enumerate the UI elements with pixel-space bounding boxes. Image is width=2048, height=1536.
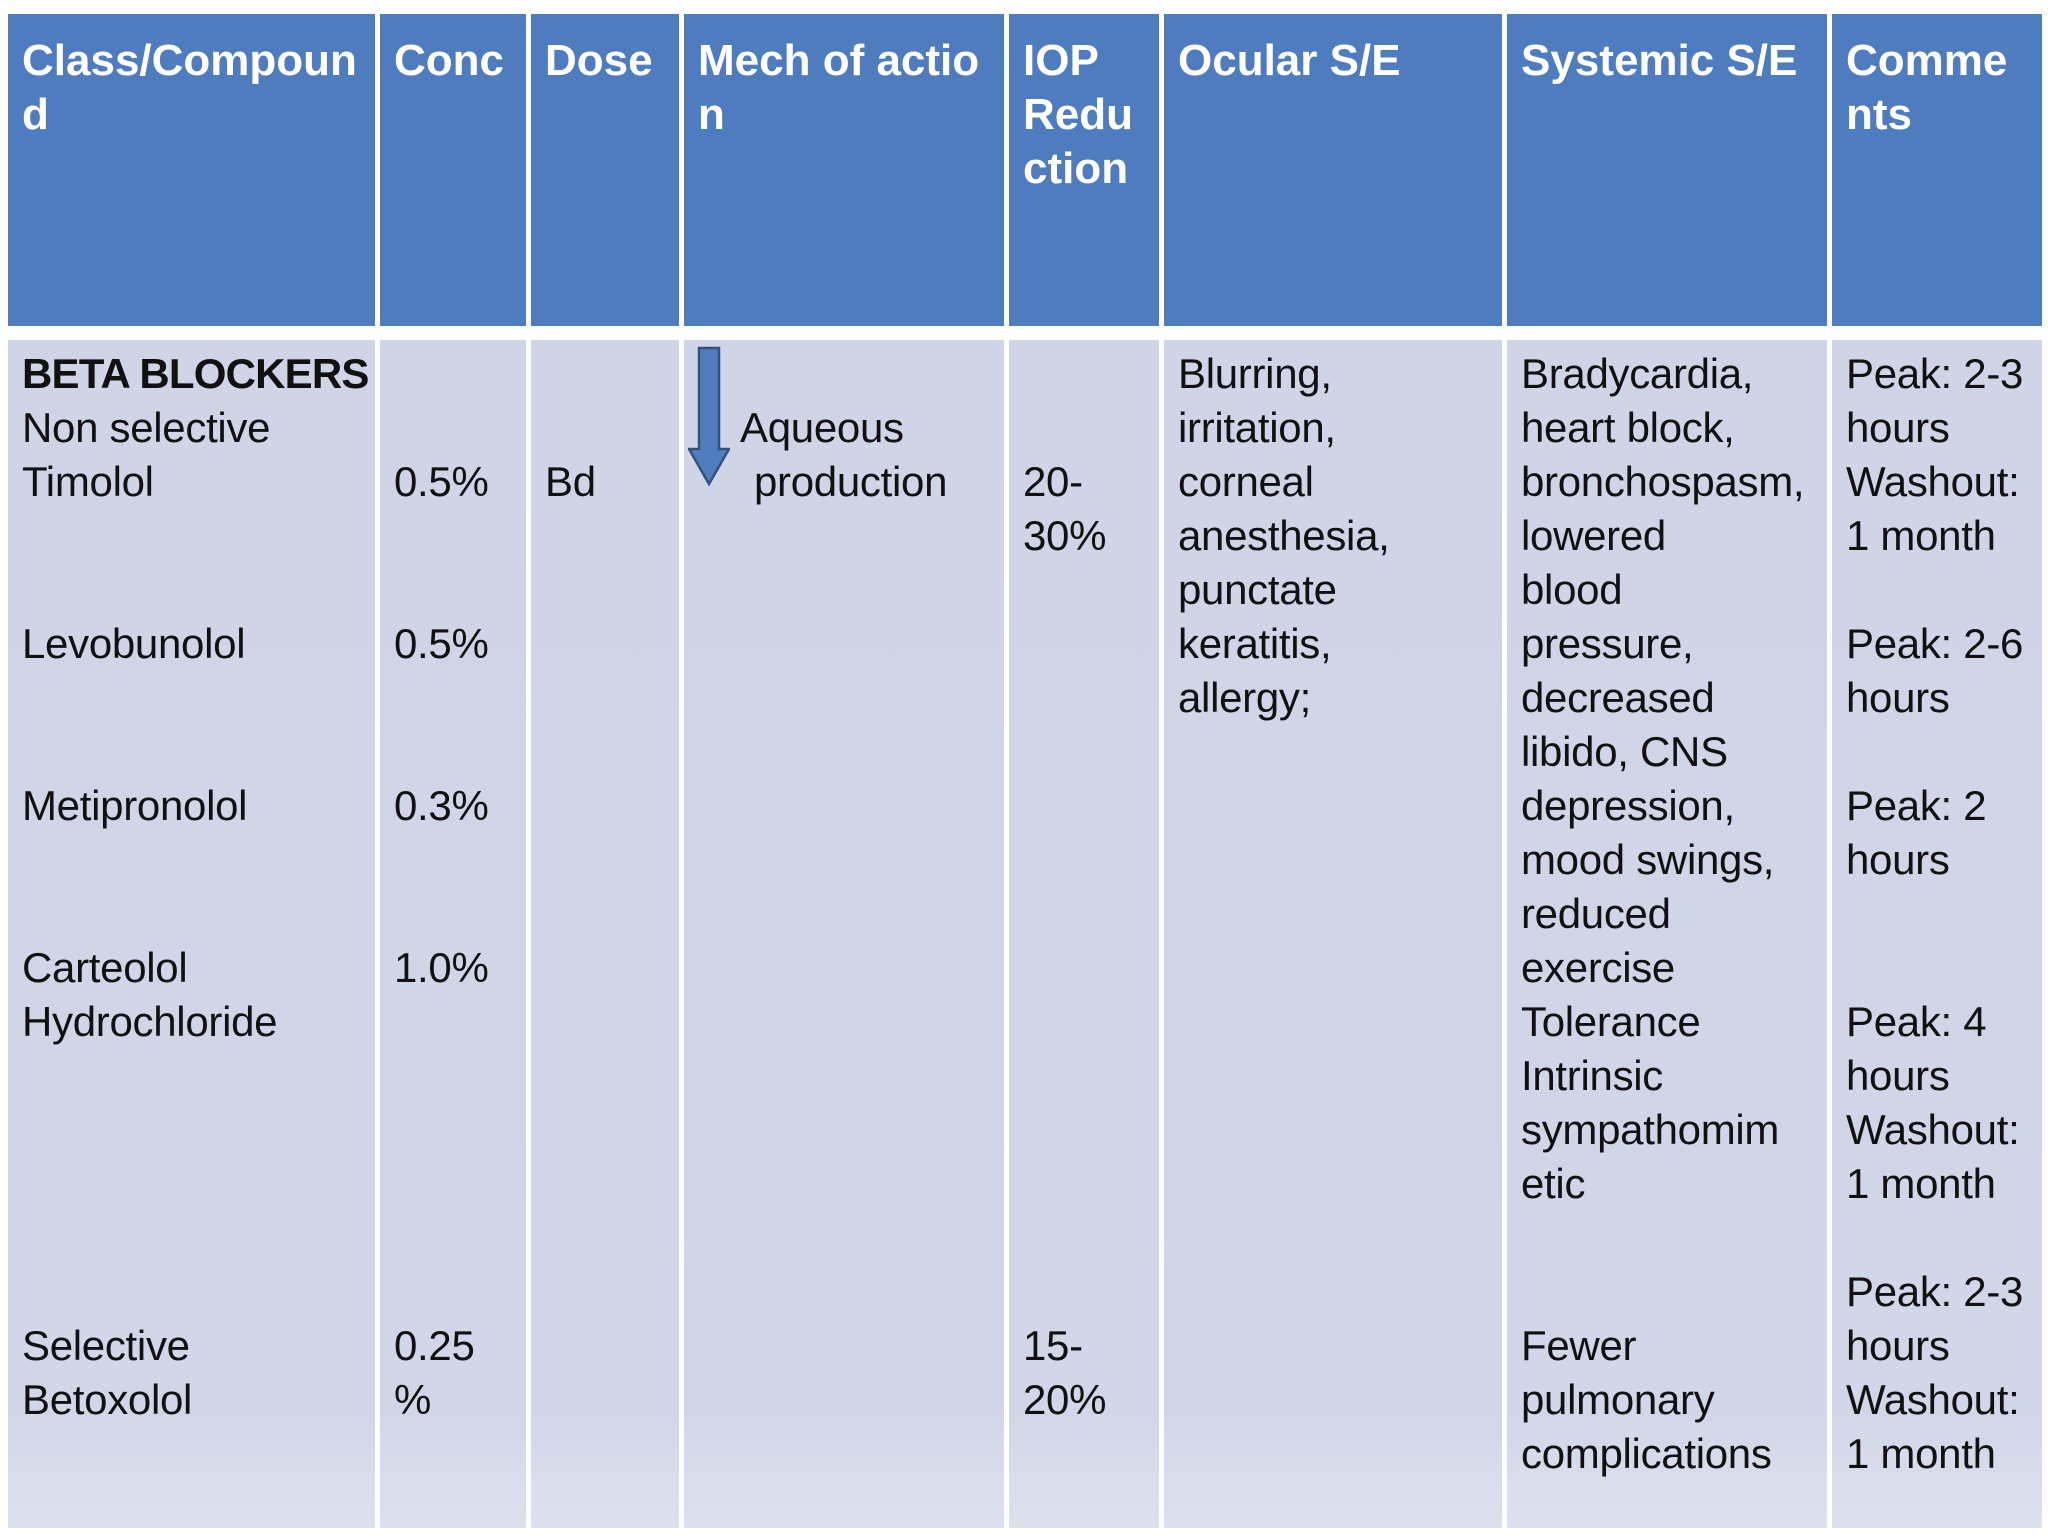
- cell-text-comments-line-9: Peak: 2: [1846, 782, 1987, 829]
- cell-text-conc-line-12: 1.0%: [394, 944, 489, 991]
- cell-text-comments-line-7: hours: [1846, 674, 1950, 721]
- cell-text-systemic-line-2: heart block,: [1521, 404, 1735, 451]
- column-header-label: Systemic S/E: [1521, 36, 1798, 85]
- column-cells-conc: 0.5% 0.5% 0.3% 1.0% 0.25%: [380, 340, 526, 1528]
- cell-text-ocular-line-1: Blurring,: [1178, 350, 1332, 397]
- cell-text-comments-line-19: hours: [1846, 1322, 1950, 1369]
- cell-text-conc-line-3: 0.5%: [394, 458, 489, 505]
- cell-text-comments-line-13: Peak: 4: [1846, 998, 1987, 1045]
- cell-text-comments-line-3: Washout:: [1846, 458, 2020, 505]
- cell-text-class_compound-line-2: Non selective: [22, 404, 271, 451]
- column-header-class_compound: Class/Compound: [8, 14, 375, 326]
- column-header-dose: Dose: [531, 14, 679, 326]
- cell-text-systemic-line-5: blood: [1521, 566, 1623, 613]
- cell-text-ocular-line-4: anesthesia,: [1178, 512, 1390, 559]
- cell-text-systemic-line-7: decreased: [1521, 674, 1715, 721]
- column-cells-dose: Bd: [531, 340, 679, 1528]
- column-header-label: Conc: [394, 36, 504, 85]
- cell-text-comments-line-2: hours: [1846, 404, 1950, 451]
- column-header-comments: Comments: [1832, 14, 2042, 326]
- column-cells-systemic: Bradycardia, heart block, bronchospasm, low…: [1507, 340, 1827, 1528]
- column-cells-iop: 20- 30% 15- 20%: [1009, 340, 1159, 1528]
- cell-text-iop-line-20: 20%: [1023, 1376, 1107, 1423]
- cell-text-conc-line-19: 0.25: [394, 1322, 475, 1369]
- column-header-iop: IOP Reduction: [1009, 14, 1159, 326]
- column-cells-class_compound: BETA BLOCKERS Non selective Timolol Levobun…: [8, 340, 375, 1528]
- cell-text-comments-line-10: hours: [1846, 836, 1950, 883]
- cell-text-comments-line-1: Peak: 2-3: [1846, 350, 2024, 397]
- column-cells-comments: Peak: 2-3 hours Washout: 1 month Peak: 2-6 ho…: [1832, 340, 2042, 1528]
- cell-text-ocular-line-2: irritation,: [1178, 404, 1336, 451]
- cell-text-comments-line-14: hours: [1846, 1052, 1950, 1099]
- decrease-down-arrow-icon: [686, 346, 732, 487]
- cell-text-class_compound-line-19: Selective: [22, 1322, 190, 1369]
- cell-text-conc-line-20: %: [394, 1376, 432, 1423]
- cell-text-systemic-line-4: lowered: [1521, 512, 1666, 559]
- column-header-label: Mech of action: [698, 36, 980, 139]
- cell-text-iop-line-4: 30%: [1023, 512, 1107, 559]
- column-header-ocular: Ocular S/E: [1164, 14, 1502, 326]
- cell-text-systemic-line-9: depression,: [1521, 782, 1735, 829]
- column-header-label: IOP Reduction: [1023, 36, 1133, 193]
- cell-text-comments-line-6: Peak: 2-6: [1846, 620, 2024, 667]
- cell-text-comments-line-21: 1 month: [1846, 1430, 1996, 1477]
- cell-text-comments-line-18: Peak: 2-3: [1846, 1268, 2024, 1315]
- cell-text-class_compound-line-9: Metipronolol: [22, 782, 248, 829]
- cell-text-systemic-line-14: Intrinsic: [1521, 1052, 1664, 1099]
- cell-text-systemic-line-21: complications: [1521, 1430, 1772, 1477]
- cell-text-comments-line-4: 1 month: [1846, 512, 1996, 559]
- cell-text-systemic-line-15: sympathomim: [1521, 1106, 1780, 1153]
- cell-text-systemic-line-11: reduced: [1521, 890, 1671, 937]
- cell-text-systemic-line-19: Fewer: [1521, 1322, 1637, 1369]
- cell-text-systemic-line-20: pulmonary: [1521, 1376, 1715, 1423]
- cell-text-systemic-line-6: pressure,: [1521, 620, 1694, 667]
- cell-text-comments-line-20: Washout:: [1846, 1376, 2020, 1423]
- cell-text-class_compound-line-13: Hydrochloride: [22, 998, 278, 1045]
- column-header-label: Class/Compound: [22, 36, 357, 139]
- cell-text-iop-line-3: 20-: [1023, 458, 1083, 505]
- cell-text-comments-line-16: 1 month: [1846, 1160, 1996, 1207]
- cell-text-mech-line-2: Aqueous: [740, 404, 904, 451]
- cell-text-comments-line-15: Washout:: [1846, 1106, 2020, 1153]
- cell-text-systemic-line-16: etic: [1521, 1160, 1586, 1207]
- cell-text-class_compound-line-12: Carteolol: [22, 944, 188, 991]
- cell-text-systemic-line-13: Tolerance: [1521, 998, 1701, 1045]
- column-header-mech: Mech of action: [684, 14, 1004, 326]
- column-header-label: Dose: [545, 36, 653, 85]
- cell-text-iop-line-19: 15-: [1023, 1322, 1083, 1369]
- column-header-label: Comments: [1846, 36, 2008, 139]
- cell-text-conc-line-9: 0.3%: [394, 782, 489, 829]
- column-header-conc: Conc: [380, 14, 526, 326]
- cell-text-ocular-line-7: allergy;: [1178, 674, 1311, 721]
- cell-text-systemic-line-8: libido, CNS: [1521, 728, 1728, 775]
- cell-text-systemic-line-10: mood swings,: [1521, 836, 1775, 883]
- cell-text-ocular-line-3: corneal: [1178, 458, 1314, 505]
- cell-text-conc-line-6: 0.5%: [394, 620, 489, 667]
- column-cells-ocular: Blurring, irritation, corneal anesthesia, pu…: [1164, 340, 1502, 1528]
- cell-text-systemic-line-1: Bradycardia,: [1521, 350, 1754, 397]
- column-header-systemic: Systemic S/E: [1507, 14, 1827, 326]
- cell-text-dose-line-3: Bd: [545, 458, 596, 505]
- cell-text-class_compound-line-6: Levobunolol: [22, 620, 246, 667]
- cell-text-ocular-line-6: keratitis,: [1178, 620, 1332, 667]
- cell-text-ocular-line-5: punctate: [1178, 566, 1337, 613]
- cell-text-systemic-line-3: bronchospasm,: [1521, 458, 1805, 505]
- cell-text-class_compound-line-3: Timolol: [22, 458, 154, 505]
- cell-text-mech-line-3: production: [754, 458, 948, 505]
- cell-text-class_compound-line-20: Betoxolol: [22, 1376, 193, 1423]
- cell-text-class_compound-line-1: BETA BLOCKERS: [22, 350, 369, 397]
- column-cells-mech: Aqueous production: [684, 340, 1004, 1528]
- column-header-label: Ocular S/E: [1178, 36, 1401, 85]
- cell-text-systemic-line-12: exercise: [1521, 944, 1675, 991]
